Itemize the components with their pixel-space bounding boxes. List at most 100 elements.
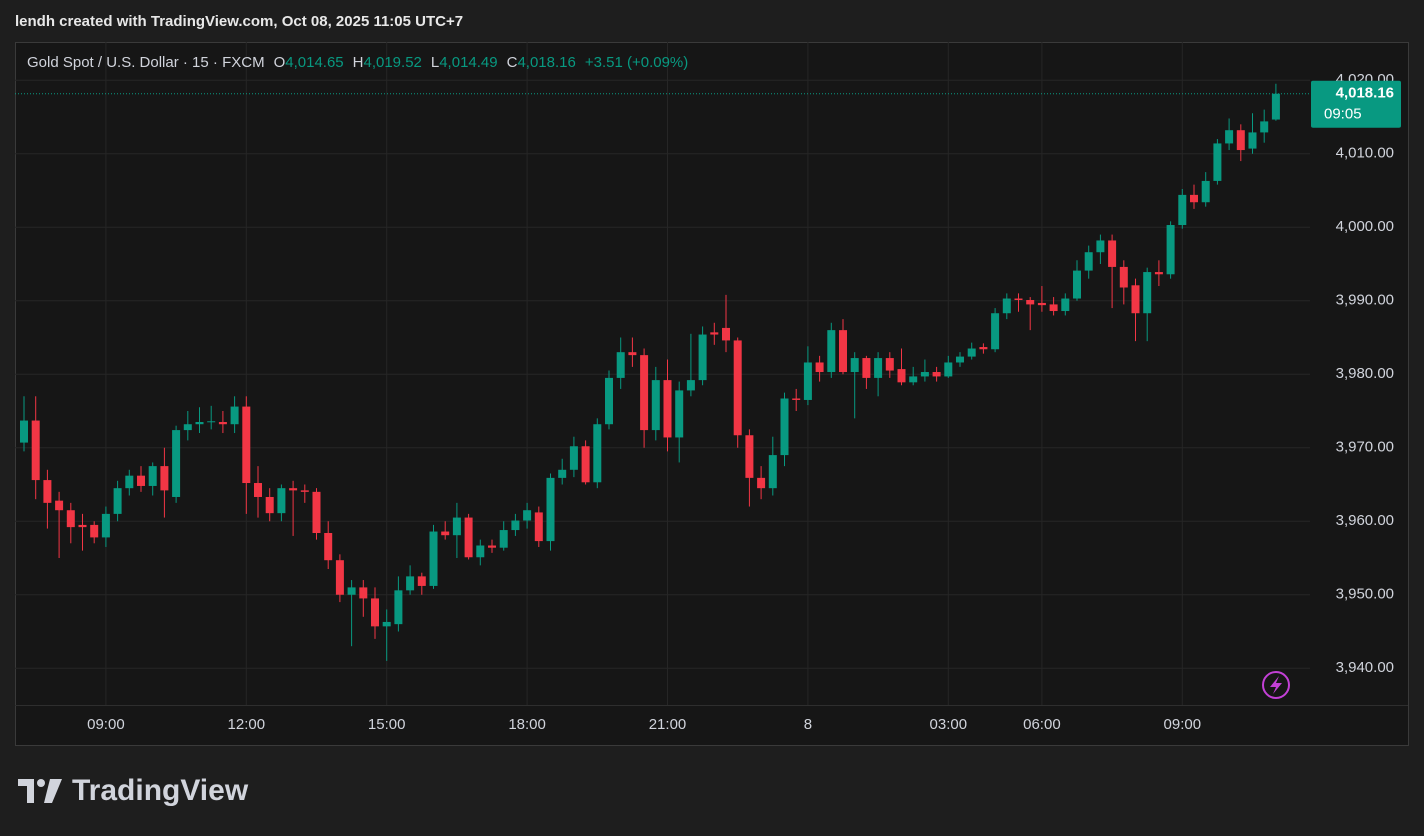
candle-body <box>862 358 871 378</box>
last-price-box <box>1311 80 1401 128</box>
candle-body <box>207 421 216 423</box>
candle-body <box>464 517 473 558</box>
candle-body <box>499 530 508 548</box>
candle-body <box>569 446 578 470</box>
candle-body <box>733 340 742 436</box>
candle-body <box>1119 266 1128 288</box>
candle-body <box>1026 299 1035 305</box>
candle-body <box>605 377 613 425</box>
candle-body <box>1096 240 1105 253</box>
logo <box>18 779 62 803</box>
lightning-icon <box>1262 671 1290 699</box>
candle-body <box>745 435 754 478</box>
countdown: 09:05 <box>1324 106 1362 123</box>
y-tick-label: 3,990.00 <box>1336 292 1394 309</box>
candle-body <box>991 313 1000 350</box>
candle-body <box>850 358 859 373</box>
series-title: Gold Spot / U.S. Dollar · 15 · FXCM <box>27 54 265 71</box>
candle-body <box>546 477 555 542</box>
candle-body <box>254 483 262 497</box>
candle-body <box>675 390 684 438</box>
x-tick-label: 8 <box>804 716 812 733</box>
candle-body <box>101 513 110 538</box>
candle-body <box>31 420 40 481</box>
ohlc-value: 4,014.49 <box>439 54 498 71</box>
candle-body <box>359 587 368 599</box>
candles <box>20 83 1280 661</box>
candle-body <box>312 491 321 534</box>
candle-body <box>757 477 766 489</box>
candle-body <box>452 517 461 536</box>
candle-body <box>382 621 391 627</box>
candle-body <box>1248 132 1257 149</box>
candle-body <box>710 332 719 335</box>
ohlc-key: O <box>273 54 286 71</box>
pane <box>15 42 1409 746</box>
candle-body <box>230 406 239 425</box>
change: +3.51 (+0.09%) <box>584 54 689 71</box>
candle-body <box>1084 252 1093 271</box>
x-tick-label: 12:00 <box>228 716 266 733</box>
candle-body <box>113 488 122 514</box>
candle-body <box>686 380 695 391</box>
candle-body <box>1271 93 1280 120</box>
candle-body <box>885 358 894 371</box>
candle-body <box>90 524 99 538</box>
candle-body <box>160 466 169 491</box>
candle-body <box>897 369 906 383</box>
candle-body <box>1154 272 1163 275</box>
candle-body <box>874 358 883 378</box>
candle-body <box>979 347 988 350</box>
candle-body <box>616 352 625 378</box>
candle-body <box>803 362 812 400</box>
candle-body <box>183 424 192 431</box>
candle-body <box>1002 298 1011 314</box>
y-tick-label: 3,940.00 <box>1336 659 1394 676</box>
candle-body <box>1166 225 1175 275</box>
candle-body <box>909 376 918 383</box>
candle-body <box>43 480 52 503</box>
candle-body <box>265 496 274 514</box>
candle-body <box>534 512 543 542</box>
candle-body <box>242 406 251 484</box>
candle-body <box>1131 285 1140 314</box>
candle-body <box>839 330 847 373</box>
candle-body <box>476 545 485 558</box>
y-tick-label: 3,960.00 <box>1336 512 1394 529</box>
x-tick-label: 06:00 <box>1023 716 1061 733</box>
candle-body <box>300 490 309 492</box>
candle-body <box>347 587 356 595</box>
candle-body <box>628 352 637 356</box>
candle-body <box>651 380 660 431</box>
y-tick-label: 4,010.00 <box>1336 145 1394 162</box>
candle-body <box>581 446 590 483</box>
ohlc-value: 4,019.52 <box>363 54 422 71</box>
candle-body <box>698 334 707 381</box>
candle-body <box>172 430 181 497</box>
candle-body <box>488 545 496 548</box>
candle-body <box>663 380 672 438</box>
candle-body <box>1108 240 1117 267</box>
candle-body <box>137 475 145 486</box>
branding: TradingView <box>72 774 249 807</box>
candle-body <box>920 372 929 377</box>
candle-body <box>640 355 649 431</box>
x-tick-label: 15:00 <box>368 716 406 733</box>
candle-body <box>1213 143 1222 181</box>
candle-body <box>78 524 87 528</box>
candle-body <box>289 488 298 491</box>
ohlc-value: 4,014.65 <box>285 54 344 71</box>
candle-body <box>277 488 286 514</box>
candle-body <box>780 398 789 456</box>
candle-body <box>195 422 204 425</box>
candle-body <box>394 590 403 625</box>
candle-body <box>1014 298 1023 300</box>
candle-body <box>429 531 438 586</box>
candle-body <box>1260 121 1269 133</box>
candle-body <box>944 362 953 377</box>
candle-body <box>1143 272 1152 314</box>
candle-body <box>1201 180 1210 203</box>
candle-body <box>1225 130 1234 144</box>
candle-body <box>768 455 777 489</box>
candle-body <box>511 520 520 531</box>
